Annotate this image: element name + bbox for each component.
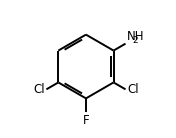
Text: NH: NH <box>127 30 145 43</box>
Text: Cl: Cl <box>33 83 45 96</box>
Text: F: F <box>83 114 89 127</box>
Text: Cl: Cl <box>127 83 139 96</box>
Text: 2: 2 <box>132 36 138 45</box>
